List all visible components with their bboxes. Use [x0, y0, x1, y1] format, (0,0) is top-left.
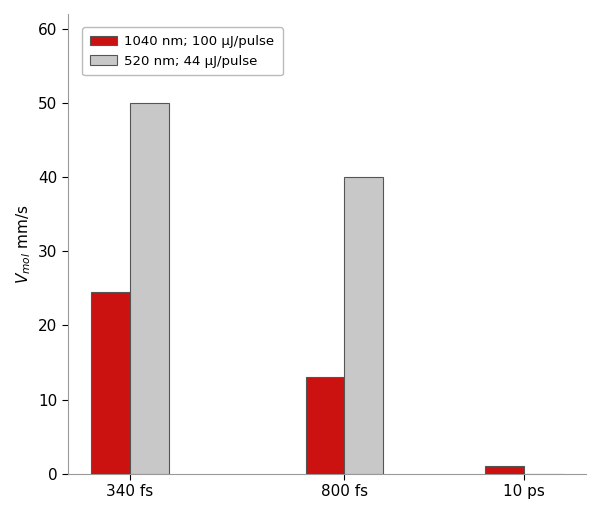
Bar: [91, 292, 130, 473]
Bar: [305, 377, 344, 473]
Bar: [130, 103, 169, 473]
Legend: 1040 nm; 100 μJ/pulse, 520 nm; 44 μJ/pulse: 1040 nm; 100 μJ/pulse, 520 nm; 44 μJ/pul…: [82, 27, 283, 75]
Bar: [344, 177, 383, 473]
Bar: [485, 466, 524, 473]
Y-axis label: $V_{mol}$ mm/s: $V_{mol}$ mm/s: [14, 204, 32, 284]
